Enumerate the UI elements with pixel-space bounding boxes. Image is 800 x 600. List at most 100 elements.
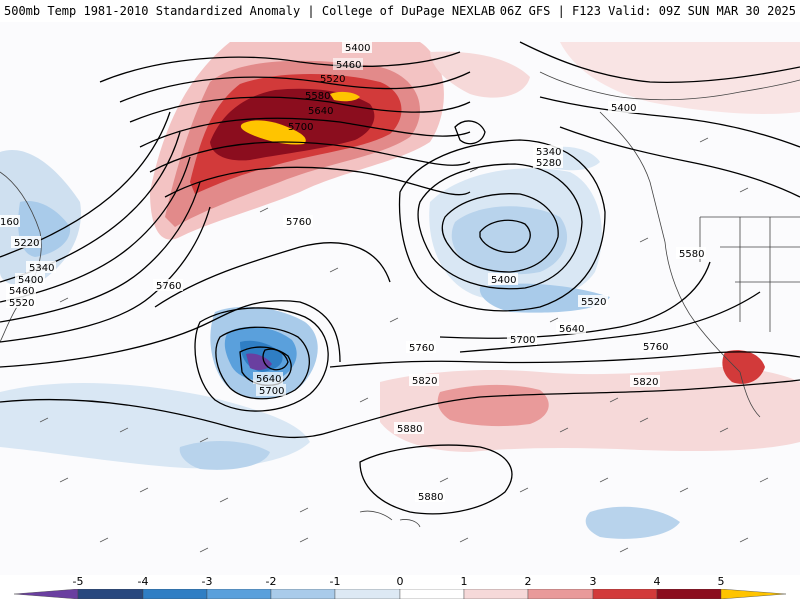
contour-low-5700	[215, 326, 310, 400]
contour-low-5640	[239, 346, 292, 386]
contour-trough-core	[479, 219, 531, 253]
contour-label-group: 5880	[415, 490, 445, 503]
contour-label: 5700	[288, 122, 313, 133]
contour-small-loop-north	[454, 120, 486, 145]
contour-label: 5880	[397, 424, 422, 435]
height-contours	[0, 41, 800, 515]
canada-coast	[599, 111, 666, 243]
contour-label-group: 5880	[394, 422, 424, 435]
contour-label-group: 5520	[6, 296, 36, 309]
contour-label-group: 5460	[333, 58, 363, 71]
contour-label-group: 5640	[308, 106, 333, 117]
cool-anomaly-southeast	[585, 506, 680, 539]
wind-barbs	[39, 137, 769, 553]
contour-5580-north	[139, 117, 471, 148]
us-states-grid	[699, 216, 800, 332]
contour-label: 5820	[412, 376, 437, 387]
contour-west-4	[0, 181, 201, 323]
contour-5340-northeast	[519, 41, 800, 83]
contour-label: 5400	[611, 103, 636, 114]
contour-label-group: 5400	[488, 273, 518, 286]
warm-anomaly-peak	[210, 88, 375, 161]
contour-label-group: 5460	[6, 284, 36, 297]
contour-5700-east	[459, 291, 761, 353]
model-run-info: 06Z GFS | F123 Valid: 09Z SUN MAR 30 202…	[499, 4, 796, 18]
legend-tick-label: 3	[589, 575, 597, 588]
contour-label-group: 5340	[26, 261, 56, 274]
legend-tick-label: 0	[396, 575, 404, 588]
contour-label-group: 5820	[630, 375, 660, 388]
contour-label: 5220	[14, 238, 39, 249]
legend-swatch	[656, 589, 722, 599]
map-title: 500mb Temp 1981-2010 Standardized Anomal…	[4, 4, 496, 18]
contour-northeast-2	[559, 126, 800, 198]
legend-tick-label: 5	[717, 575, 725, 588]
alaska-coastline	[539, 71, 800, 101]
contour-label-group: 5520	[578, 295, 608, 308]
map-header: 500mb Temp 1981-2010 Standardized Anomal…	[0, 0, 800, 22]
contour-label: 5760	[409, 343, 434, 354]
contour-label: 5520	[320, 74, 345, 85]
cool-anomaly-east-trough-core	[451, 206, 568, 275]
legend-tick-label: -1	[329, 575, 341, 588]
contour-label: 5760	[643, 342, 668, 353]
contour-label: 5400	[491, 275, 516, 286]
legend-tick-label: -5	[72, 575, 84, 588]
contour-trough-inner	[441, 193, 559, 273]
contour-label-group: 5640	[253, 372, 283, 385]
contour-label: 5880	[418, 492, 443, 503]
contour-5400-northeast	[539, 96, 800, 148]
contour-label: 5340	[29, 263, 54, 274]
contour-west-5	[0, 206, 211, 343]
contour-5400-north	[99, 51, 461, 83]
contour-5640-east	[439, 261, 711, 339]
contour-5460-north	[119, 71, 471, 103]
legend-swatch	[592, 589, 658, 599]
extreme-warm-spot-2	[330, 91, 360, 102]
contour-5760-east	[329, 351, 800, 368]
contour-label: 5280	[536, 158, 561, 169]
contour-label-group: 5580	[676, 247, 706, 260]
contour-5760-main	[0, 300, 341, 368]
contour-label-group: 5760	[640, 340, 670, 353]
contour-label-group: 5760	[153, 279, 183, 292]
contour-5760-west	[154, 242, 391, 308]
contour-low-outer	[194, 307, 329, 412]
anomaly-color-legend: -5 -4 -3 -2 -1 0 1 2 3 4 5	[0, 575, 800, 600]
warm-anomaly-north	[430, 51, 530, 98]
legend-swatch	[463, 589, 529, 599]
contour-label-group: 5820	[409, 374, 439, 387]
contour-label: 5400	[18, 275, 43, 286]
contour-label-group: 5760	[406, 341, 436, 354]
cool-anomaly-pacific-low-peak	[246, 353, 272, 371]
legend-tick-label: -4	[137, 575, 149, 588]
contour-label: 5640	[559, 324, 584, 335]
legend-swatch	[527, 589, 594, 599]
legend-swatch	[720, 589, 787, 599]
contour-label-group: 5700	[507, 333, 537, 346]
legend-swatch	[13, 589, 79, 599]
contour-label: 5820	[633, 377, 658, 388]
contour-5700-north	[164, 166, 471, 198]
contour-label-group: 5520	[320, 74, 345, 85]
contour-label-group: 5580	[305, 91, 330, 102]
contour-label-group: 5640	[556, 322, 586, 335]
legend-swatch	[142, 589, 208, 599]
legend-color-bar	[13, 589, 787, 599]
warm-anomaly-northeast	[560, 42, 800, 114]
contour-label: 5520	[581, 297, 606, 308]
contour-label: 5640	[256, 374, 281, 385]
contour-label-group: 5220	[11, 236, 41, 249]
warm-anomaly-subtropics-core	[437, 384, 549, 427]
mexico-coast	[739, 371, 761, 418]
legend-tick-label: 2	[524, 575, 532, 588]
cool-anomaly-south-core	[179, 440, 270, 470]
contour-label: 5700	[259, 386, 284, 397]
legend-swatch	[270, 589, 336, 599]
contour-label: 5760	[286, 217, 311, 228]
contour-label-group: 5700	[288, 122, 313, 133]
contour-labels: 5400 5460 5520 5580 5640 5700 5760 5220 …	[0, 41, 706, 503]
contour-label: 5460	[336, 60, 361, 71]
contour-label: 5640	[308, 106, 333, 117]
contour-label: 5400	[345, 43, 370, 54]
